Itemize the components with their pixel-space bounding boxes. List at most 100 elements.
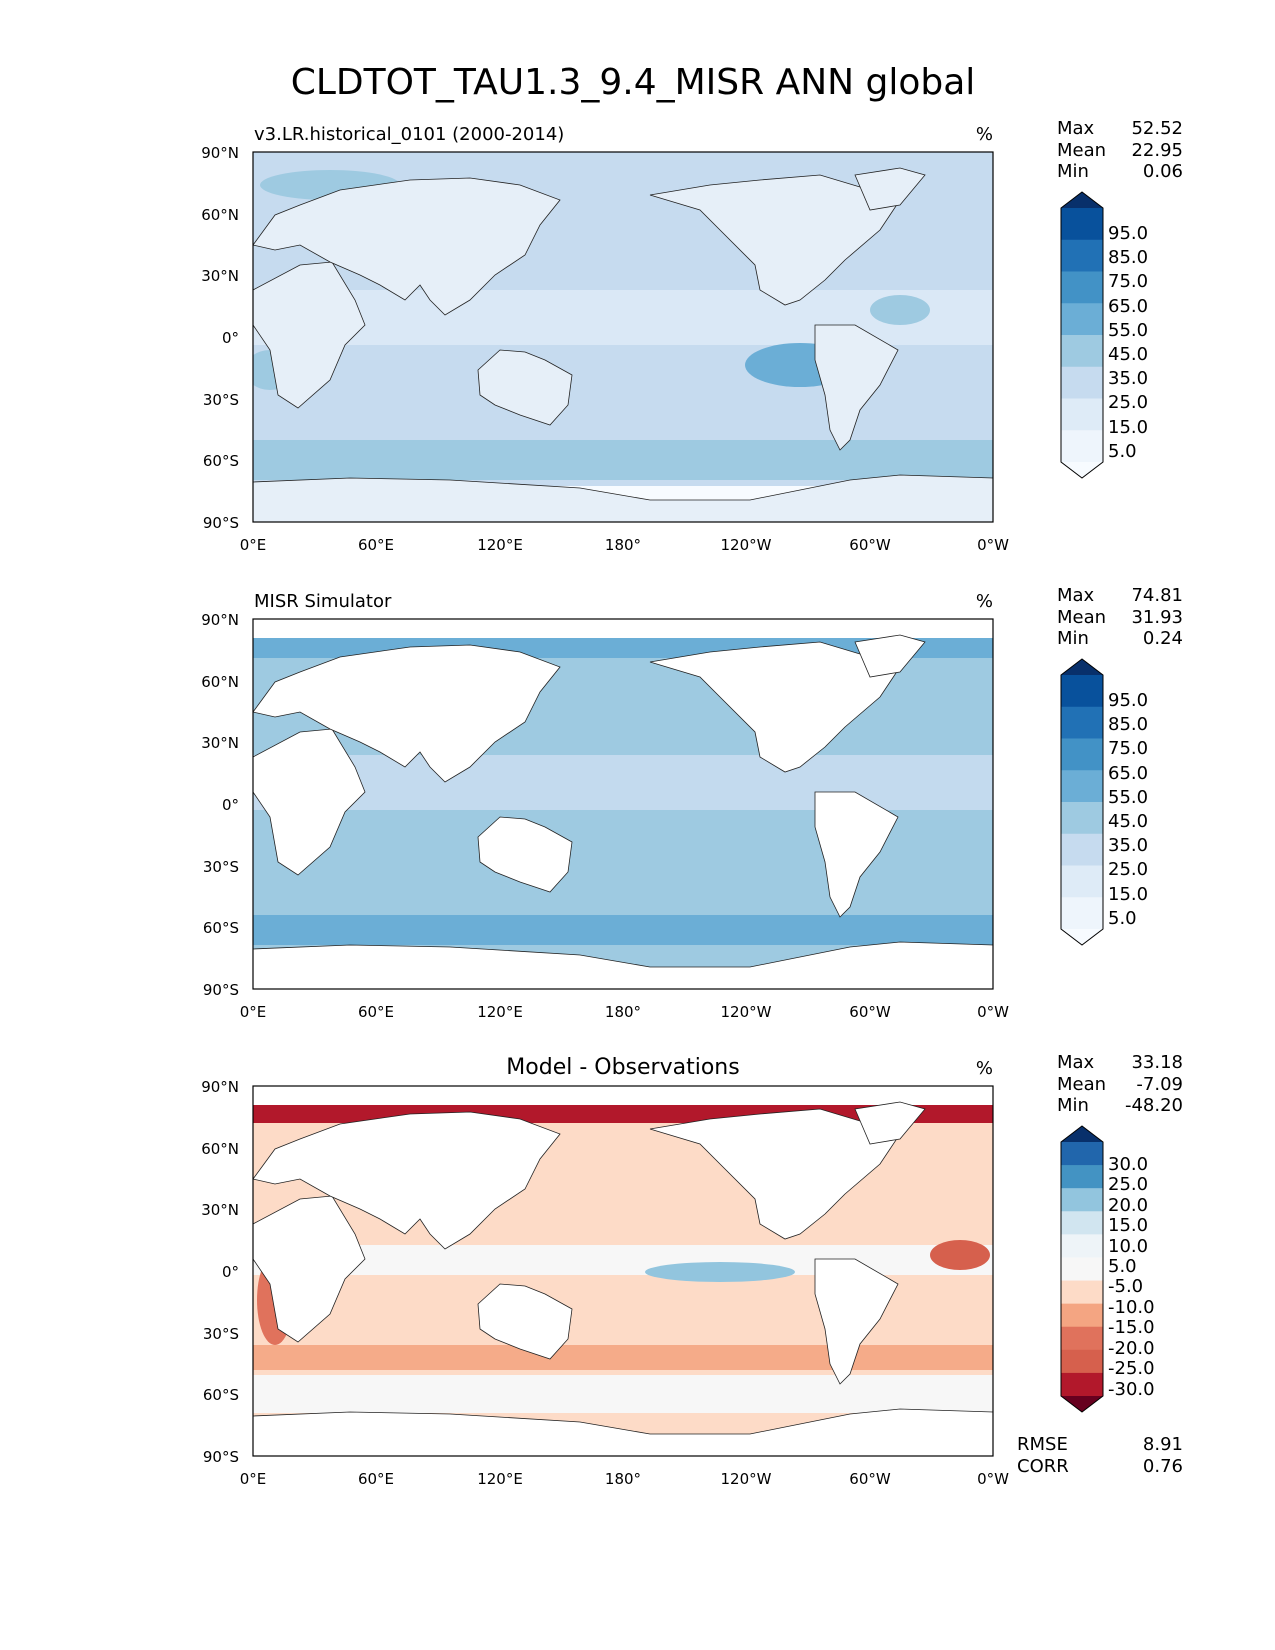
lat-label-eq: 0° xyxy=(222,1263,239,1281)
map-frame xyxy=(252,151,994,523)
stat-max-label: Max xyxy=(1057,585,1095,606)
stat-max-value: 33.18 xyxy=(1131,1052,1183,1073)
stat-min-label: Min xyxy=(1057,161,1089,182)
positive-anomaly-east-pacific xyxy=(645,1262,795,1282)
colorbar-tick: 20.0 xyxy=(1108,1195,1148,1216)
lat-tick-labels: 90°N 60°N 30°N 0° 30°S 60°S 90°S xyxy=(201,144,239,532)
no-data-north-pole xyxy=(253,619,993,638)
lon-label-180: 180° xyxy=(605,1003,641,1021)
lat-tick-labels: 90°N 60°N 30°N 0° 30°S 60°S 90°S xyxy=(201,611,239,999)
colorbar-tick: 75.0 xyxy=(1108,271,1148,292)
colorbar-extend-min xyxy=(1061,1396,1103,1412)
colorbar-tick: 65.0 xyxy=(1108,763,1148,784)
colorbar-swatch xyxy=(1061,1211,1103,1235)
lon-label-120e: 120°E xyxy=(477,536,523,554)
lon-label-180: 180° xyxy=(605,1470,641,1488)
negative-band-southern xyxy=(253,1345,993,1370)
lat-label-90n: 90°N xyxy=(201,144,239,162)
stats-block: Max 52.52 Mean 22.95 Min 0.06 xyxy=(1057,118,1183,182)
map-frame xyxy=(252,1085,994,1457)
lat-label-60s: 60°S xyxy=(203,1386,239,1404)
land-africa xyxy=(253,728,366,876)
lon-label-60w: 60°W xyxy=(849,536,891,554)
stat-mean-label: Mean xyxy=(1057,1074,1106,1095)
colorbar-swatch xyxy=(1061,239,1103,272)
lon-label-60e: 60°E xyxy=(358,1003,394,1021)
colorbar-tick: 15.0 xyxy=(1108,884,1148,905)
colorbar-swatch xyxy=(1061,335,1103,368)
colorbar-tick: 85.0 xyxy=(1108,714,1148,735)
colorbar-outline xyxy=(1060,191,1104,479)
colorbar-tick: -5.0 xyxy=(1108,1276,1143,1297)
lon-label-60w: 60°W xyxy=(849,1003,891,1021)
lat-label-60n: 60°N xyxy=(201,1140,239,1158)
colorbar-extend-min xyxy=(1061,929,1103,945)
map-area xyxy=(253,152,993,522)
colorbar-tick: 5.0 xyxy=(1108,908,1137,929)
colorbar-swatch xyxy=(1061,1280,1103,1305)
colorbar-swatch xyxy=(1061,770,1103,803)
colorbar-extend-min xyxy=(1061,462,1103,478)
land-south-america xyxy=(814,791,899,918)
map-area xyxy=(253,619,993,989)
lat-label-30s: 30°S xyxy=(203,858,239,876)
colorbar-tick: 95.0 xyxy=(1108,690,1148,711)
stat-mean-value: 22.95 xyxy=(1131,140,1183,161)
panel-test: v3.LR.historical_0101 (2000-2014) % 90°N… xyxy=(201,118,1183,554)
colorbar-tick: 85.0 xyxy=(1108,247,1148,268)
colorbar: 95.0 85.0 75.0 65.0 55.0 45.0 35.0 25.0 … xyxy=(1060,191,1148,479)
colorbar-swatch xyxy=(1061,303,1103,336)
colorbar-swatches xyxy=(1060,658,1104,946)
lat-label-30s: 30°S xyxy=(203,1325,239,1343)
lat-label-60s: 60°S xyxy=(203,452,239,470)
stat-min-label: Min xyxy=(1057,1095,1089,1116)
no-data-north-pole xyxy=(253,1086,993,1105)
land-north-america xyxy=(649,174,901,306)
lon-label-120e: 120°E xyxy=(477,1003,523,1021)
colorbar-swatch xyxy=(1061,865,1103,898)
stat-rmse-value: 8.91 xyxy=(1143,1434,1183,1455)
error-stats-block: RMSE 8.91 CORR 0.76 xyxy=(1017,1434,1183,1477)
colorbar-tick: 5.0 xyxy=(1108,441,1137,462)
lat-label-90s: 90°S xyxy=(203,1448,239,1466)
colorbar-swatch xyxy=(1061,1326,1103,1351)
lon-label-0w: 0°W xyxy=(977,1003,1009,1021)
lon-label-180: 180° xyxy=(605,536,641,554)
lon-label-120w: 120°W xyxy=(721,1003,772,1021)
map-area xyxy=(253,1086,993,1456)
land-australia xyxy=(477,1283,573,1360)
land-eurasia xyxy=(253,177,561,316)
stats-block: Max 33.18 Mean -7.09 Min -48.20 xyxy=(1057,1052,1183,1116)
colorbar-extend-max xyxy=(1061,1126,1103,1142)
lon-label-0w: 0°W xyxy=(977,536,1009,554)
land-greenland xyxy=(854,167,926,211)
colorbar-swatch xyxy=(1061,833,1103,866)
land-south-america xyxy=(814,1258,899,1385)
lat-label-60n: 60°N xyxy=(201,206,239,224)
stat-min-label: Min xyxy=(1057,628,1089,649)
stat-max-value: 74.81 xyxy=(1131,585,1183,606)
stat-max-label: Max xyxy=(1057,1052,1095,1073)
land-antarctica xyxy=(253,941,993,989)
colorbar-swatch xyxy=(1061,706,1103,739)
lon-label-0e: 0°E xyxy=(240,536,267,554)
panel-ref: MISR Simulator % 90°N 60°N 30°N 0° 30°S … xyxy=(201,585,1183,1021)
land-north-america xyxy=(649,1108,901,1240)
colorbar-tick: -15.0 xyxy=(1108,1317,1155,1338)
lon-label-120w: 120°W xyxy=(721,536,772,554)
land-north-america xyxy=(649,641,901,773)
land-eurasia xyxy=(253,1111,561,1250)
stat-mean-label: Mean xyxy=(1057,607,1106,628)
lat-label-30n: 30°N xyxy=(201,1201,239,1219)
colorbar-tick: 55.0 xyxy=(1108,787,1148,808)
panel-left-title: v3.LR.historical_0101 (2000-2014) xyxy=(254,124,564,145)
colorbar-tick: 65.0 xyxy=(1108,296,1148,317)
panel-left-title: MISR Simulator xyxy=(254,591,392,612)
stat-mean-value: -7.09 xyxy=(1136,1074,1183,1095)
land-south-america xyxy=(814,324,899,451)
panel-units: % xyxy=(976,591,993,612)
lat-label-30s: 30°S xyxy=(203,391,239,409)
colorbar-swatch xyxy=(1061,1257,1103,1282)
panel-center-title: Model - Observations xyxy=(506,1055,739,1080)
stat-min-value: -48.20 xyxy=(1125,1095,1183,1116)
